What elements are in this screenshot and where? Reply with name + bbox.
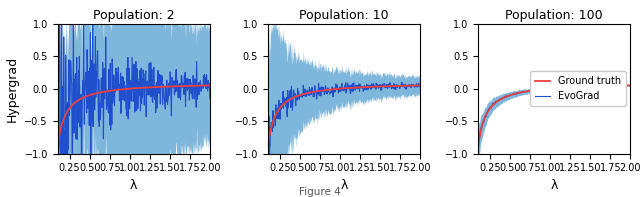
Line: Ground truth: Ground truth xyxy=(268,85,420,147)
EvoGrad xyxy=(266,163,273,166)
Ground truth xyxy=(72,101,80,103)
Line: EvoGrad: EvoGrad xyxy=(58,0,210,197)
Ground truth xyxy=(324,89,332,91)
EvoGrad xyxy=(73,56,81,59)
Ground truth xyxy=(474,146,482,148)
EvoGrad xyxy=(54,122,61,125)
EvoGrad xyxy=(115,86,122,88)
Title: Population: 100: Population: 100 xyxy=(506,9,603,22)
Ground truth xyxy=(374,85,381,88)
EvoGrad xyxy=(398,81,406,84)
Text: Figure 4: Figure 4 xyxy=(299,187,341,197)
EvoGrad xyxy=(375,86,383,88)
Ground truth xyxy=(524,90,532,92)
Title: Population: 2: Population: 2 xyxy=(93,9,175,22)
Ground truth xyxy=(417,84,424,87)
EvoGrad xyxy=(206,98,214,100)
EvoGrad xyxy=(150,95,158,97)
EvoGrad xyxy=(493,101,500,103)
EvoGrad xyxy=(627,84,634,86)
Ground truth xyxy=(264,146,271,148)
Ground truth xyxy=(114,89,122,91)
EvoGrad xyxy=(165,94,173,97)
Line: Ground truth: Ground truth xyxy=(58,85,210,147)
Ground truth xyxy=(104,90,111,92)
EvoGrad xyxy=(314,93,322,95)
Ground truth xyxy=(206,84,214,87)
EvoGrad xyxy=(164,97,172,99)
EvoGrad xyxy=(104,103,112,105)
Ground truth xyxy=(282,101,290,103)
Ground truth xyxy=(360,86,367,88)
X-axis label: λ: λ xyxy=(550,179,558,192)
Ground truth xyxy=(584,85,592,88)
EvoGrad xyxy=(584,85,592,88)
EvoGrad xyxy=(534,89,542,91)
EvoGrad xyxy=(474,145,482,147)
EvoGrad xyxy=(585,86,593,88)
Ground truth xyxy=(314,90,321,92)
Ground truth xyxy=(534,89,542,91)
Y-axis label: Hypergrad: Hypergrad xyxy=(6,56,19,122)
EvoGrad xyxy=(324,90,332,93)
Ground truth xyxy=(493,101,500,103)
Ground truth xyxy=(164,85,172,88)
EvoGrad xyxy=(374,84,382,86)
Ground truth xyxy=(54,146,61,148)
EvoGrad xyxy=(360,89,368,91)
Ground truth xyxy=(164,85,172,88)
EvoGrad xyxy=(524,90,532,92)
Line: Ground truth: Ground truth xyxy=(478,85,630,147)
Legend: Ground truth, EvoGrad: Ground truth, EvoGrad xyxy=(531,71,625,106)
EvoGrad xyxy=(417,85,424,87)
Ground truth xyxy=(585,85,593,88)
EvoGrad xyxy=(264,136,271,138)
EvoGrad xyxy=(283,96,291,99)
Title: Population: 10: Population: 10 xyxy=(299,9,389,22)
EvoGrad xyxy=(623,84,631,86)
Ground truth xyxy=(627,84,634,87)
X-axis label: λ: λ xyxy=(130,179,138,192)
Ground truth xyxy=(374,85,382,88)
Line: EvoGrad: EvoGrad xyxy=(478,85,630,146)
Line: EvoGrad: EvoGrad xyxy=(268,82,420,164)
EvoGrad xyxy=(570,86,578,88)
Ground truth xyxy=(570,86,578,88)
X-axis label: λ: λ xyxy=(340,179,348,192)
Ground truth xyxy=(150,86,157,88)
